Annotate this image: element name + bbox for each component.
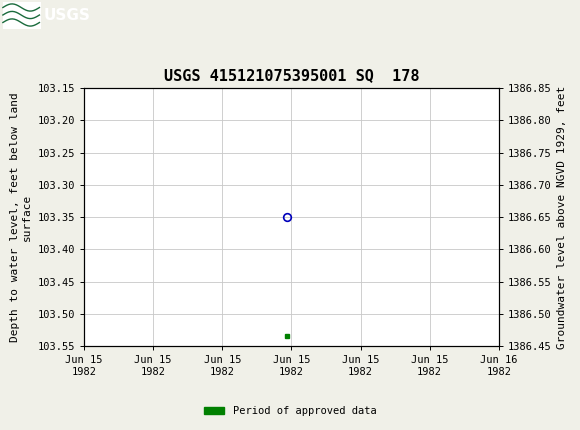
Title: USGS 415121075395001 SQ  178: USGS 415121075395001 SQ 178	[164, 68, 419, 83]
Bar	[3, 1, 41, 28]
Y-axis label: Depth to water level, feet below land
surface: Depth to water level, feet below land su…	[10, 92, 32, 342]
Legend: Period of approved data: Period of approved data	[200, 402, 380, 421]
Text: USGS: USGS	[44, 7, 90, 22]
Y-axis label: Groundwater level above NGVD 1929, feet: Groundwater level above NGVD 1929, feet	[557, 86, 567, 349]
